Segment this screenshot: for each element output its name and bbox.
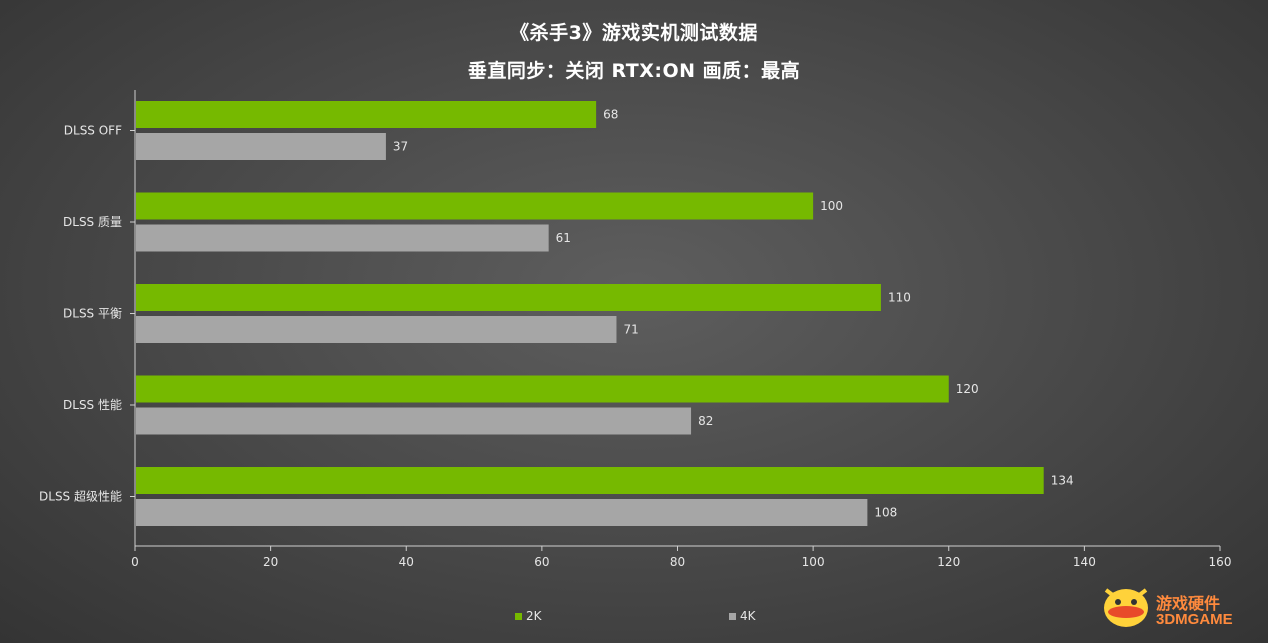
watermark-cn: 游戏硬件 [1156, 594, 1221, 613]
bar-4k [136, 224, 549, 252]
data-label: 120 [956, 382, 979, 396]
bar-4k [136, 407, 692, 435]
category-label: DLSS 平衡 [63, 307, 122, 321]
data-label: 100 [820, 199, 843, 213]
x-tick-label: 160 [1209, 555, 1232, 569]
x-tick-label: 100 [802, 555, 825, 569]
data-label: 134 [1051, 474, 1074, 488]
data-label: 68 [603, 108, 618, 122]
x-tick-label: 60 [534, 555, 549, 569]
bar-4k [136, 316, 617, 343]
bar-2k [136, 101, 597, 128]
watermark-en: 3DMGAME [1156, 611, 1233, 628]
legend-label: 2K [526, 609, 543, 623]
bar-2k [136, 375, 949, 403]
data-label: 108 [874, 506, 897, 520]
data-label: 110 [888, 291, 911, 305]
bar-2k [136, 284, 881, 311]
data-label: 71 [623, 323, 638, 337]
category-label: DLSS 超级性能 [39, 489, 122, 504]
bar-2k [136, 467, 1044, 494]
bar-2k [136, 192, 814, 220]
x-tick-label: 20 [263, 555, 278, 569]
x-tick-label: 140 [1073, 555, 1096, 569]
data-label: 61 [556, 231, 571, 245]
x-tick-label: 0 [131, 555, 139, 569]
data-label: 82 [698, 414, 713, 428]
legend-swatch [515, 613, 522, 620]
category-label: DLSS 性能 [63, 398, 122, 412]
bar-4k [136, 133, 386, 160]
legend-label: 4K [740, 609, 757, 623]
category-label: DLSS OFF [64, 124, 122, 138]
bar-4k [136, 499, 868, 526]
chart-subtitle: 垂直同步：关闭 RTX:ON 画质：最高 [467, 60, 801, 82]
data-label: 37 [393, 140, 408, 154]
watermark-logo: 游戏硬件 3DMGAME [1098, 578, 1258, 634]
category-label: DLSS 质量 [63, 215, 122, 229]
duck-mascot-icon [1104, 588, 1148, 627]
x-tick-label: 40 [399, 555, 414, 569]
legend-swatch [729, 613, 736, 620]
x-tick-label: 120 [937, 555, 960, 569]
chart-title: 《杀手3》游戏实机测试数据 [510, 22, 758, 44]
x-tick-label: 80 [670, 555, 685, 569]
